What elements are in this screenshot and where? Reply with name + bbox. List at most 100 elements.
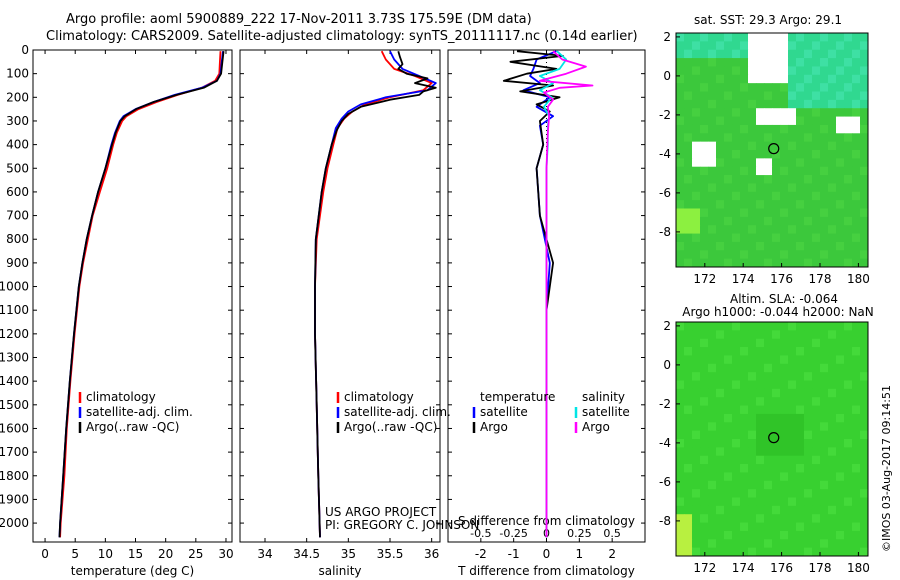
sst_map-cell [748,216,757,226]
sst_map-cell [756,49,765,59]
sst_map-cell [852,141,861,151]
sla_map-cell [708,547,717,557]
sla_map-cell [756,522,765,532]
sst_map-argo-position-marker [768,143,780,155]
sla_map-cell [772,464,781,473]
sla_map-cell [700,447,709,457]
temperature-xtick-label-1: 5 [71,547,79,561]
sla_map-cell [844,455,853,465]
sst_map-cell [812,208,821,218]
sst_map-cell [764,58,773,67]
sst_map-cell [740,33,749,42]
sla_map-cell [684,422,693,432]
sst_map-cell [708,258,717,268]
sla_map-cell [716,489,725,498]
sla_map-cell [796,380,805,390]
sst_map-cell [780,158,789,168]
sla_map-cell [708,489,717,498]
sst_map-cell [788,83,797,92]
sst_map-cell [796,166,805,176]
sla_map-cell [788,388,797,398]
sst_map-cell [860,91,869,101]
sst_map-cell [700,225,709,234]
sla_map-cell [748,413,757,423]
sla_map-cell [692,330,701,340]
sla_map-cell [700,405,709,415]
sla_map-cell [740,539,749,549]
sst_map-cell [756,133,765,143]
sst_map-cell [820,158,829,168]
sst_map-cell [756,175,765,184]
sla_map-cell [844,405,853,415]
sla_map-cell [756,530,765,540]
sst_map-cell [860,208,869,218]
sla_map-cell [860,355,869,365]
sla_map-cell [804,472,813,482]
sst_map-cell [780,58,789,67]
sst_map-cell [772,183,781,193]
sst_map-cell [812,124,821,134]
sla_map-cell [844,547,853,557]
sst_map-cell [764,66,773,76]
sla_map-cell [676,522,685,532]
sst_map-cell [708,183,717,193]
sst_map-cell [684,200,693,209]
sst_map-cell [780,208,789,218]
sla_map-cell [684,489,693,498]
sla_map-cell [748,338,757,348]
sst_map-cell [716,241,725,251]
sla_map-cell [804,489,813,498]
sla_map-cell [860,514,869,523]
sst_map-cell [820,133,829,143]
sla_map-cell [740,439,749,448]
sst_map-cell [828,124,837,134]
sla_map-cell [676,388,685,398]
sst_map-cell [684,99,693,109]
sst_map-cell [748,74,757,84]
sst_map-cell [828,66,837,76]
sst_map-cell [812,66,821,76]
sst_map-cell [740,175,749,184]
sla_map-cell [844,322,853,331]
sst_map-cell [676,91,685,101]
sla_map-cell [684,447,693,457]
sla_map-cell [860,405,869,415]
sst_map-cell [748,116,757,126]
sst_map-cell [820,83,829,92]
sla_map-cell [684,464,693,473]
sla_map-cell [788,372,797,381]
sla_map-cell [692,547,701,557]
sla_map-cell [812,522,821,532]
sst_map-cell [836,91,845,101]
sst_map-cell [804,250,813,260]
sla_map-cell [748,363,757,373]
sst_map-cell [732,66,741,76]
sst_map-cell [684,141,693,151]
sst_map-cell [692,200,701,209]
sla_map-cell [772,472,781,482]
sla_map-cell [780,338,789,348]
sst_map-cell [836,99,845,109]
sst_map-cell [828,41,837,51]
sst_map-cell [748,191,757,201]
sla_map-cell [804,380,813,390]
sst_map-cell [692,208,701,218]
sla_map-cell [676,380,685,390]
sla_map-cell [820,439,829,448]
sst_map-cell [844,191,853,201]
sla_map-cell [860,530,869,540]
sla_map-cell [724,388,733,398]
sst_map-cell [836,108,845,117]
sla_map-cell [764,363,773,373]
sst_map-cell [692,33,701,42]
sla_map-cell [676,397,685,406]
sst_map-cell [740,141,749,151]
sla_map-cell [852,380,861,390]
sla_map-cell [828,455,837,465]
sst_map-cell [732,141,741,151]
sst_map-cell [708,41,717,51]
sla_map-cell [844,472,853,482]
sla_map-cell [732,522,741,532]
sla_map-cell [772,372,781,381]
